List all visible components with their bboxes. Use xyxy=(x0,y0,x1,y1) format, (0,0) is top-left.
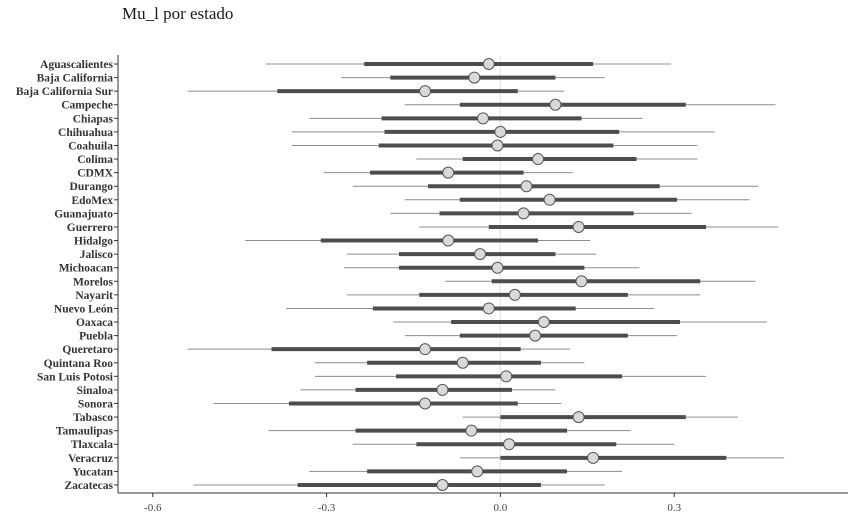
y-tick-label: Campeche xyxy=(61,100,113,112)
estimate-point xyxy=(442,234,455,247)
estimate-point xyxy=(419,343,432,356)
estimate-point xyxy=(468,71,481,84)
estimate-point xyxy=(482,302,495,315)
interval-group xyxy=(187,62,785,487)
y-tick-label: Quintana Roo xyxy=(44,358,114,370)
estimate-point xyxy=(436,478,449,491)
y-tick-label: Oaxaca xyxy=(76,317,113,329)
estimate-point xyxy=(419,397,432,410)
estimate-point xyxy=(442,166,455,179)
estimate-point xyxy=(474,248,487,261)
point-group xyxy=(419,58,600,491)
estimate-point xyxy=(419,85,432,98)
y-tick-label: Queretaro xyxy=(62,344,113,356)
y-axis xyxy=(114,55,119,493)
estimate-point xyxy=(508,288,521,301)
y-tick-label: Chihuahua xyxy=(58,127,113,139)
estimate-point xyxy=(482,58,495,70)
estimate-point xyxy=(436,383,449,396)
y-tick-label: Veracruz xyxy=(68,453,113,465)
y-tick-label: Colima xyxy=(77,154,113,166)
y-tick-label: Jalisco xyxy=(80,249,113,261)
estimate-point xyxy=(456,356,469,369)
x-tick-label: -0.3 xyxy=(318,502,336,514)
estimate-point xyxy=(572,411,585,424)
estimate-point xyxy=(572,220,585,233)
estimate-point xyxy=(549,98,562,111)
estimate-point xyxy=(500,370,513,383)
y-tick-label: Baja California xyxy=(37,73,114,85)
y-tick-label: Yucatan xyxy=(73,466,114,478)
y-tick-label: Guerrero xyxy=(67,222,113,234)
estimate-point xyxy=(537,316,550,329)
estimate-point xyxy=(494,125,507,138)
estimate-point xyxy=(517,207,530,220)
estimate-point xyxy=(471,465,484,478)
y-tick-label: Guanajuato xyxy=(54,208,113,220)
y-tick-label: Baja California Sur xyxy=(16,86,113,98)
estimate-point xyxy=(575,275,588,288)
y-tick-label: Puebla xyxy=(79,331,113,343)
x-tick-label: 0.0 xyxy=(494,502,508,514)
y-tick-label: Michoacan xyxy=(59,263,114,275)
x-tick-label: 0.3 xyxy=(667,502,681,514)
chart-title: Mu_l por estado xyxy=(122,4,234,23)
y-tick-label: Chiapas xyxy=(73,113,114,125)
y-tick-label: Tlaxcala xyxy=(71,439,113,451)
estimate-point xyxy=(520,180,533,193)
y-tick-label: Zacatecas xyxy=(64,480,113,492)
estimate-point xyxy=(465,424,478,437)
y-tick-label: CDMX xyxy=(77,168,113,180)
y-tick-label: Durango xyxy=(70,181,114,193)
x-tick-label: -0.6 xyxy=(144,502,162,514)
y-tick-label: Hidalgo xyxy=(74,236,113,248)
x-axis: -0.6 -0.3 0.0 0.3 xyxy=(118,492,848,514)
y-tick-label: Sinaloa xyxy=(77,385,114,397)
estimate-point xyxy=(477,112,489,125)
estimate-point xyxy=(587,451,600,464)
y-tick-label: EdoMex xyxy=(71,195,113,207)
y-tick-label: Nuevo León xyxy=(54,303,114,315)
estimate-point xyxy=(529,329,542,342)
y-tick-label: Aguascalientes xyxy=(40,59,113,71)
estimate-point xyxy=(532,153,545,166)
y-tick-label: Morelos xyxy=(73,276,114,288)
estimate-point xyxy=(491,261,504,274)
estimate-point xyxy=(491,139,504,152)
y-tick-label: Nayarit xyxy=(75,290,113,302)
y-tick-label: San Luis Potosi xyxy=(37,371,114,383)
y-tick-label: Tabasco xyxy=(73,412,113,424)
y-tick-label: Tamaulipas xyxy=(56,426,114,438)
estimate-point xyxy=(543,193,556,206)
y-tick-label: Coahuila xyxy=(68,140,113,152)
estimate-point xyxy=(503,438,516,451)
y-tick-label: Sonora xyxy=(78,399,113,411)
